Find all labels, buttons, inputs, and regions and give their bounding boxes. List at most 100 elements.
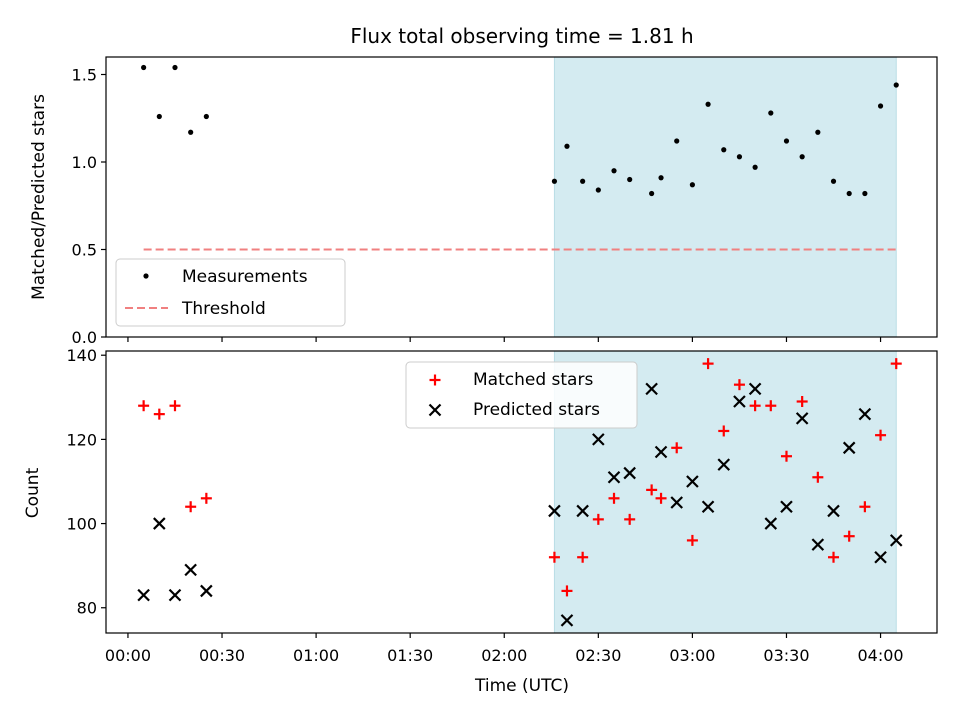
y-tick-label: 120 [66,430,97,449]
measurement-point [203,113,209,120]
measurement-point [658,175,664,181]
x-tick-label: 00:00 [105,646,151,665]
predicted-star-point [184,563,197,577]
matched-star-point [655,492,667,504]
chart-title: Flux total observing time = 1.81 h [350,24,693,48]
predicted-star-point [670,496,684,509]
predicted-star-point [827,504,840,518]
x-tick-label: 00:30 [199,646,245,665]
bottom-legend: Matched stars Predicted stars [405,361,638,429]
top-legend: Measurements Threshold [115,258,346,327]
predicted-star-point [889,534,903,547]
top-axes-frame [105,56,938,338]
measurement-point [611,168,617,174]
top-y-axis-label: Matched/Predicted stars [29,94,49,300]
matched-star-point [561,585,573,597]
measurement-point [893,82,899,88]
measurement-point [188,129,194,135]
predicted-star-point [842,441,856,455]
matched-star-point [608,492,620,504]
measurement-point [736,154,743,160]
matched-star-point [812,471,824,483]
top-panel: 0.0 0.5 1.0 1.5 Matched/Predicted stars Mea… [29,56,938,347]
bottom-y-ticks: 80 100 120 140 [66,346,106,618]
matched-star-point [686,534,698,546]
predicted-star-point [733,395,746,408]
measurement-point [689,182,696,188]
measurement-point [768,110,774,116]
x-tick-label: 03:30 [763,646,809,665]
measurement-point [551,178,558,184]
measurement-point [799,154,805,160]
x-tick-label: 01:30 [387,646,433,665]
matched-star-point [624,513,636,525]
y-tick-label: 0.0 [72,328,97,347]
measurement-point [846,190,852,197]
matched-star-point [843,530,855,542]
matched-stars-points [138,358,902,597]
predicted-star-point [874,550,887,564]
measurement-point [580,178,586,184]
measurement-point [752,164,758,170]
measurement-point [830,178,837,184]
legend-matched-label: Matched stars [473,370,593,390]
predicted-star-point [560,614,574,627]
measurement-point [674,138,680,144]
bottom-y-axis-label: Count [23,467,43,518]
x-tick-label: 01:00 [293,646,339,665]
y-tick-label: 80 [77,599,97,618]
top-x-ticks [127,337,882,342]
measurement-point [877,103,884,109]
legend-predicted-glyph [428,403,442,417]
x-axis-label: Time (UTC) [474,676,569,696]
measurement-point [705,101,711,107]
predicted-star-point [153,517,166,530]
predicted-stars-points [137,382,903,627]
measurement-point [595,187,601,193]
matched-star-point [828,551,840,563]
legend-matched-marker [429,374,441,386]
matched-star-point [592,513,604,525]
measurement-point [172,64,178,71]
predicted-star-point [748,382,762,396]
measurement-points [141,64,899,197]
matched-star-point [859,501,871,513]
predicted-star-point [200,584,213,598]
measurement-point [141,64,147,71]
y-tick-label: 100 [66,515,97,534]
bottom-legend-box [405,361,638,429]
top-legend-box [115,258,346,327]
matched-star-point [200,492,212,504]
legend-measurement-marker [143,273,149,279]
bottom-panel: 00:00 00:30 01:00 01:30 02:00 02:30 03:00 03:30… [23,346,938,696]
predicted-star-point [654,445,668,459]
x-tick-label: 02:00 [481,646,527,665]
measurement-point [815,129,821,135]
matched-star-point [749,400,761,412]
bottom-x-ticks: 00:00 00:30 01:00 01:30 02:00 02:30 03:00 03:30… [105,633,904,665]
measurement-point [627,176,633,183]
y-tick-label: 1.5 [72,66,97,85]
x-tick-label: 03:00 [669,646,715,665]
legend-predicted-label: Predicted stars [473,400,600,420]
predicted-star-point [686,475,699,488]
legend-measurements-label: Measurements [182,267,308,287]
measurement-point [564,143,570,149]
matched-star-point [646,484,658,496]
predicted-star-point [592,433,605,446]
matched-star-point [765,400,777,412]
y-tick-label: 0.5 [72,241,97,260]
predicted-star-point [717,458,731,471]
matched-star-point [153,408,165,420]
matched-star-point [875,429,887,441]
predicted-star-point [764,517,778,530]
predicted-star-point [623,466,636,480]
predicted-star-point [607,470,621,484]
measurement-point [156,113,162,120]
legend-threshold-label: Threshold [181,299,266,319]
top-y-ticks: 0.0 0.5 1.0 1.5 [72,66,106,347]
y-tick-label: 1.0 [72,153,97,172]
matched-star-point [796,396,808,408]
matched-star-point [577,551,589,563]
